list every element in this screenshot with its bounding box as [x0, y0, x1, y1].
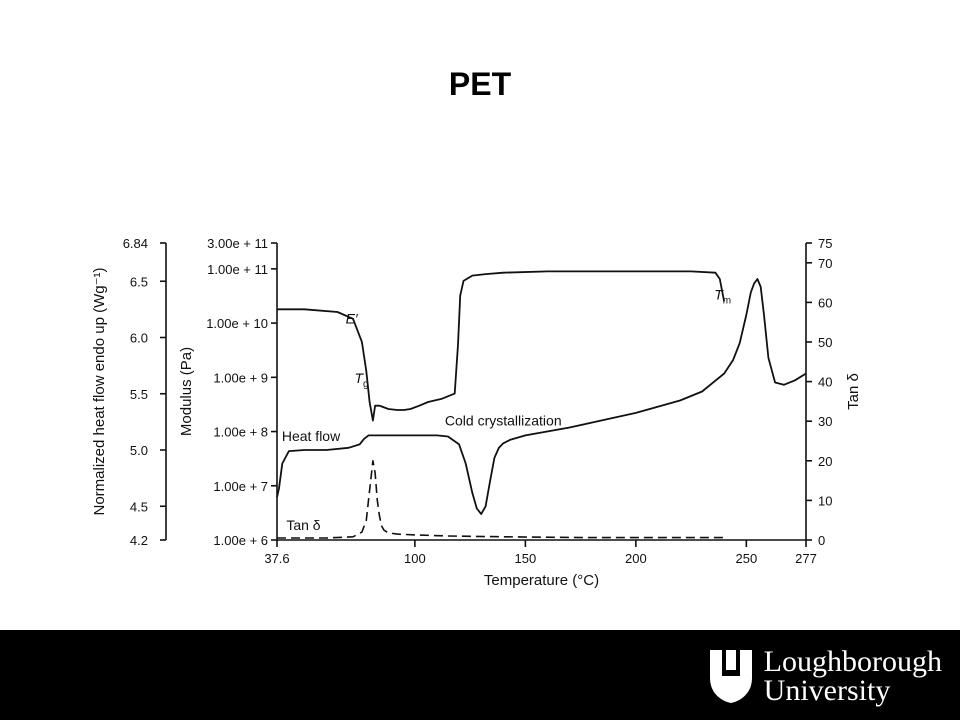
dma-dsc-chart: 6.84 6.5 6.0 5.5 5.0 4.5 4.2 3.00e + 11 1.00e + …	[91, 236, 862, 589]
inner-y-tick-label: 1.00e + 6	[213, 533, 268, 548]
logo-line-1: Loughborough	[763, 645, 942, 678]
right-y-tick-label: 75	[818, 236, 832, 251]
logo-wordmark: Loughborough University	[763, 645, 942, 707]
outer-y-tick-label: 4.2	[130, 533, 148, 548]
annotation-e-prime: E′	[346, 311, 359, 327]
series-storage-modulus	[277, 270, 726, 422]
annotation-tan-delta: Tan δ	[286, 517, 320, 533]
x-tick-label: 277	[795, 551, 817, 566]
series-tan-delta	[277, 459, 725, 539]
x-tick-label: 200	[625, 551, 647, 566]
inner-y-tick-label: 1.00e + 9	[213, 370, 268, 385]
x-tick-label: 250	[735, 551, 757, 566]
outer-y-tick-label: 6.5	[130, 274, 148, 289]
annotation-tm: Tm	[714, 287, 731, 307]
annotation-heat-flow: Heat flow	[282, 428, 341, 444]
inner-y-tick-label: 1.00e + 10	[206, 316, 268, 331]
right-y-tick-label: 0	[818, 533, 825, 548]
right-y-tick-label: 30	[818, 414, 832, 429]
outer-y-tick-label: 6.84	[123, 236, 148, 251]
right-y-axis-title: Tan δ	[845, 373, 862, 410]
x-tick-label: 150	[515, 551, 537, 566]
outer-y-tick-label: 6.0	[130, 331, 148, 346]
outer-y-axis-title: Normalized heat flow endo up (Wg⁻¹)	[91, 267, 108, 515]
footer-bar: Loughborough University	[0, 630, 960, 720]
series-lines	[276, 270, 807, 539]
logo-line-2: University	[763, 674, 891, 707]
outer-y-tick-label: 5.5	[130, 387, 148, 402]
right-y-tick-label: 70	[818, 256, 832, 271]
x-axis-title: Temperature (°C)	[484, 572, 599, 589]
outer-y-tick-label: 4.5	[130, 499, 148, 514]
right-y-tick-label: 50	[818, 335, 832, 350]
inner-y-tick-label: 3.00e + 11	[207, 236, 268, 251]
x-tick-label: 100	[404, 551, 426, 566]
university-logo: Loughborough University	[708, 646, 942, 706]
inner-y-tick-label: 1.00e + 11	[207, 262, 268, 277]
labels: 6.84 6.5 6.0 5.5 5.0 4.5 4.2 3.00e + 11 1.00e + …	[91, 236, 862, 589]
axes	[160, 242, 812, 547]
annotation-tg-subscript: g	[363, 379, 369, 390]
annotation-cold-crystallization: Cold crystallization	[445, 412, 562, 428]
inner-y-tick-label: 1.00e + 7	[213, 479, 268, 494]
inner-y-tick-label: 1.00e + 8	[213, 425, 268, 440]
series-heat-flow	[276, 278, 807, 515]
inner-y-axis-title: Modulus (Pa)	[178, 347, 195, 436]
annotation-tm-subscript: m	[723, 296, 731, 307]
right-y-tick-label: 60	[818, 295, 832, 310]
right-y-tick-label: 40	[818, 375, 832, 390]
page-title: PET	[448, 66, 512, 102]
x-tick-label: 37.6	[264, 551, 289, 566]
right-y-tick-label: 20	[818, 454, 832, 469]
outer-y-tick-label: 5.0	[130, 443, 148, 458]
shield-logo-icon	[709, 650, 752, 703]
right-y-tick-label: 10	[818, 493, 832, 508]
